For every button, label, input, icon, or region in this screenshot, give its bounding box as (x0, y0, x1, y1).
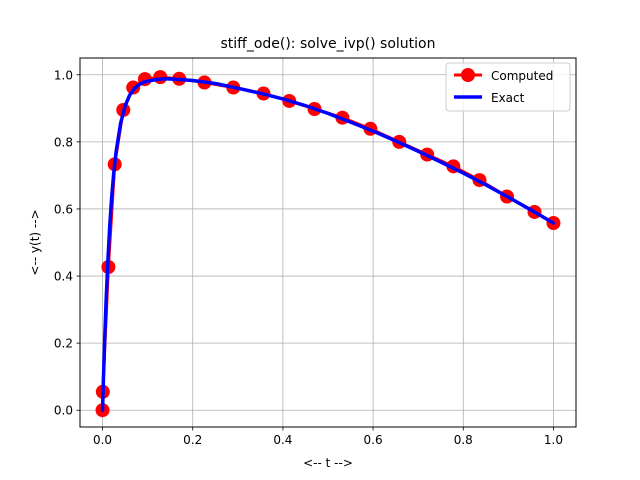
y-tick-label: 0.6 (54, 202, 73, 216)
x-tick-label: 1.0 (544, 433, 563, 447)
y-axis-label: <-- y(t) --> (28, 209, 42, 275)
x-tick-label: 0.6 (364, 433, 383, 447)
series-layer (95, 70, 561, 418)
plot-frame (79, 57, 577, 428)
y-tick-label: 0.0 (54, 404, 73, 418)
x-tick-label: 0.2 (183, 433, 202, 447)
y-tick-label: 1.0 (54, 68, 73, 82)
series-line-exact (100, 77, 556, 412)
ticks: 0.0 0.2 0.4 0.6 0.8 1.0 0.0 0.2 0.4 0.6 0.8 1.0 (54, 68, 563, 447)
legend-computed-marker (461, 68, 475, 82)
legend-computed-label: Computed (491, 69, 553, 83)
x-axis-label: <-- t --> (303, 456, 353, 470)
chart-title: stiff_ode(): solve_ivp() solution (221, 36, 436, 52)
x-tick-label: 0.0 (93, 433, 112, 447)
x-tick-label: 0.8 (454, 433, 473, 447)
x-tick-label: 0.4 (273, 433, 292, 447)
legend-exact-label: Exact (491, 91, 525, 105)
y-tick-label: 0.8 (54, 135, 73, 149)
series-line-computed (101, 75, 555, 411)
legend: Computed Exact (445, 62, 571, 112)
y-tick-label: 0.2 (54, 337, 73, 351)
y-tick-label: 0.4 (54, 270, 73, 284)
